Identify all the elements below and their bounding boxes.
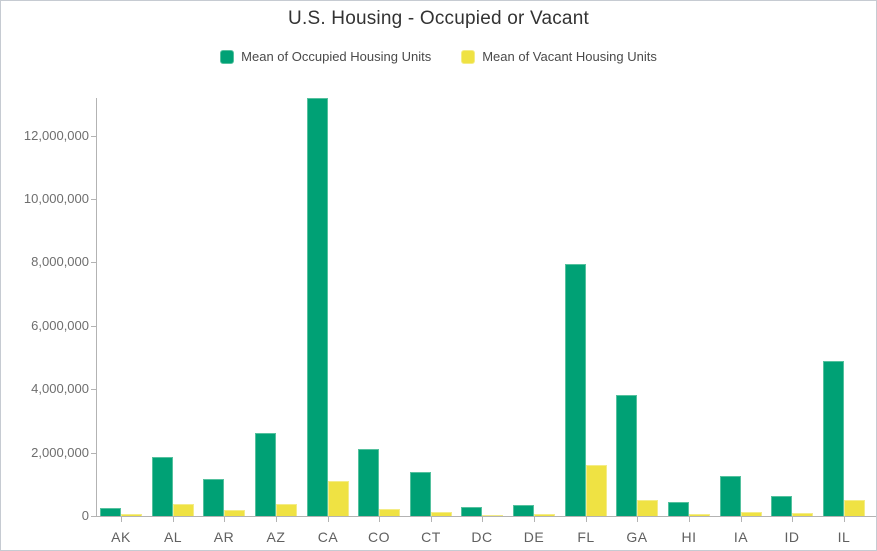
- bar-occupied-CA[interactable]: [307, 98, 328, 516]
- bar-occupied-DC[interactable]: [461, 507, 482, 516]
- bar-vacant-CT[interactable]: [431, 512, 452, 516]
- x-tick-mark: [173, 517, 174, 522]
- x-tick-mark: [224, 517, 225, 522]
- y-tick-mark: [91, 199, 96, 200]
- x-axis-tick-label-AK: AK: [111, 529, 131, 545]
- y-tick-mark: [91, 389, 96, 390]
- y-axis-tick-label: 4,000,000: [31, 381, 89, 396]
- bar-occupied-AR[interactable]: [203, 479, 224, 516]
- bar-occupied-DE[interactable]: [513, 505, 534, 516]
- x-tick-mark: [689, 517, 690, 522]
- x-axis-tick-label-IA: IA: [733, 529, 749, 545]
- legend-item-occupied[interactable]: Mean of Occupied Housing Units: [220, 49, 431, 64]
- x-axis-tick-label-DC: DC: [471, 529, 493, 545]
- y-axis-tick-label: 2,000,000: [31, 445, 89, 460]
- y-axis-tick-label: 6,000,000: [31, 318, 89, 333]
- bar-vacant-HI[interactable]: [689, 514, 710, 516]
- bar-occupied-IL[interactable]: [823, 361, 844, 516]
- x-tick-mark: [121, 517, 122, 522]
- x-tick-mark: [328, 517, 329, 522]
- bar-vacant-AL[interactable]: [173, 504, 194, 516]
- x-axis-tick-label-GA: GA: [626, 529, 648, 545]
- x-tick-mark: [586, 517, 587, 522]
- bar-occupied-GA[interactable]: [616, 395, 637, 516]
- bar-vacant-AR[interactable]: [224, 510, 245, 516]
- bar-vacant-AZ[interactable]: [276, 504, 297, 516]
- bar-occupied-CT[interactable]: [410, 472, 431, 516]
- x-tick-mark: [637, 517, 638, 522]
- chart-title: U.S. Housing - Occupied or Vacant: [288, 8, 589, 29]
- x-tick-mark: [482, 517, 483, 522]
- y-tick-mark: [91, 453, 96, 454]
- y-tick-mark: [91, 136, 96, 137]
- bar-vacant-CA[interactable]: [328, 481, 349, 516]
- bar-vacant-IA[interactable]: [741, 512, 762, 516]
- bar-occupied-AZ[interactable]: [255, 433, 276, 516]
- y-axis-tick-label: 12,000,000: [23, 128, 89, 143]
- y-tick-mark: [91, 262, 96, 263]
- x-tick-mark: [844, 517, 845, 522]
- y-tick-mark: [91, 326, 96, 327]
- legend-swatch-occupied-icon: [220, 49, 235, 64]
- bar-vacant-GA[interactable]: [637, 500, 658, 516]
- x-tick-mark: [741, 517, 742, 522]
- bar-occupied-AL[interactable]: [152, 457, 173, 516]
- bar-vacant-CO[interactable]: [379, 509, 400, 516]
- bar-occupied-AK[interactable]: [100, 508, 121, 516]
- bar-vacant-IL[interactable]: [844, 500, 865, 516]
- bar-vacant-FL[interactable]: [586, 465, 607, 516]
- bar-vacant-AK[interactable]: [121, 514, 142, 516]
- bar-occupied-HI[interactable]: [668, 502, 689, 516]
- x-axis-tick-label-DE: DE: [523, 529, 545, 545]
- bar-vacant-DC[interactable]: [482, 515, 503, 516]
- bar-occupied-IA[interactable]: [720, 476, 741, 516]
- y-tick-mark: [91, 516, 96, 517]
- y-axis-tick-label: 8,000,000: [31, 254, 89, 269]
- bar-occupied-FL[interactable]: [565, 264, 586, 516]
- legend-swatch-vacant-icon: [461, 49, 476, 64]
- x-tick-mark: [379, 517, 380, 522]
- x-axis-tick-label-HI: HI: [681, 529, 697, 545]
- x-tick-mark: [534, 517, 535, 522]
- x-axis-line: [96, 516, 876, 517]
- legend-item-vacant[interactable]: Mean of Vacant Housing Units: [461, 49, 657, 64]
- x-tick-mark: [792, 517, 793, 522]
- x-axis-tick-label-CA: CA: [317, 529, 339, 545]
- x-tick-mark: [431, 517, 432, 522]
- y-axis-tick-label: 10,000,000: [23, 191, 89, 206]
- x-axis-tick-label-ID: ID: [784, 529, 800, 545]
- x-axis-tick-label-AZ: AZ: [266, 529, 286, 545]
- y-axis-line: [96, 98, 97, 516]
- x-axis-tick-label-IL: IL: [837, 529, 851, 545]
- y-axis-tick-label: 0: [81, 508, 89, 523]
- legend-label-vacant: Mean of Vacant Housing Units: [482, 49, 657, 64]
- bar-occupied-ID[interactable]: [771, 496, 792, 516]
- bar-vacant-ID[interactable]: [792, 513, 813, 516]
- bar-occupied-CO[interactable]: [358, 449, 379, 516]
- bar-vacant-DE[interactable]: [534, 514, 555, 516]
- x-axis-tick-label-FL: FL: [577, 529, 595, 545]
- x-axis-tick-label-AR: AR: [213, 529, 235, 545]
- x-axis-tick-label-AL: AL: [163, 529, 183, 545]
- x-axis-tick-label-CO: CO: [368, 529, 390, 545]
- legend: Mean of Occupied Housing Units Mean of V…: [1, 49, 876, 64]
- x-axis-tick-label-CT: CT: [421, 529, 441, 545]
- legend-label-occupied: Mean of Occupied Housing Units: [241, 49, 432, 64]
- x-tick-mark: [276, 517, 277, 522]
